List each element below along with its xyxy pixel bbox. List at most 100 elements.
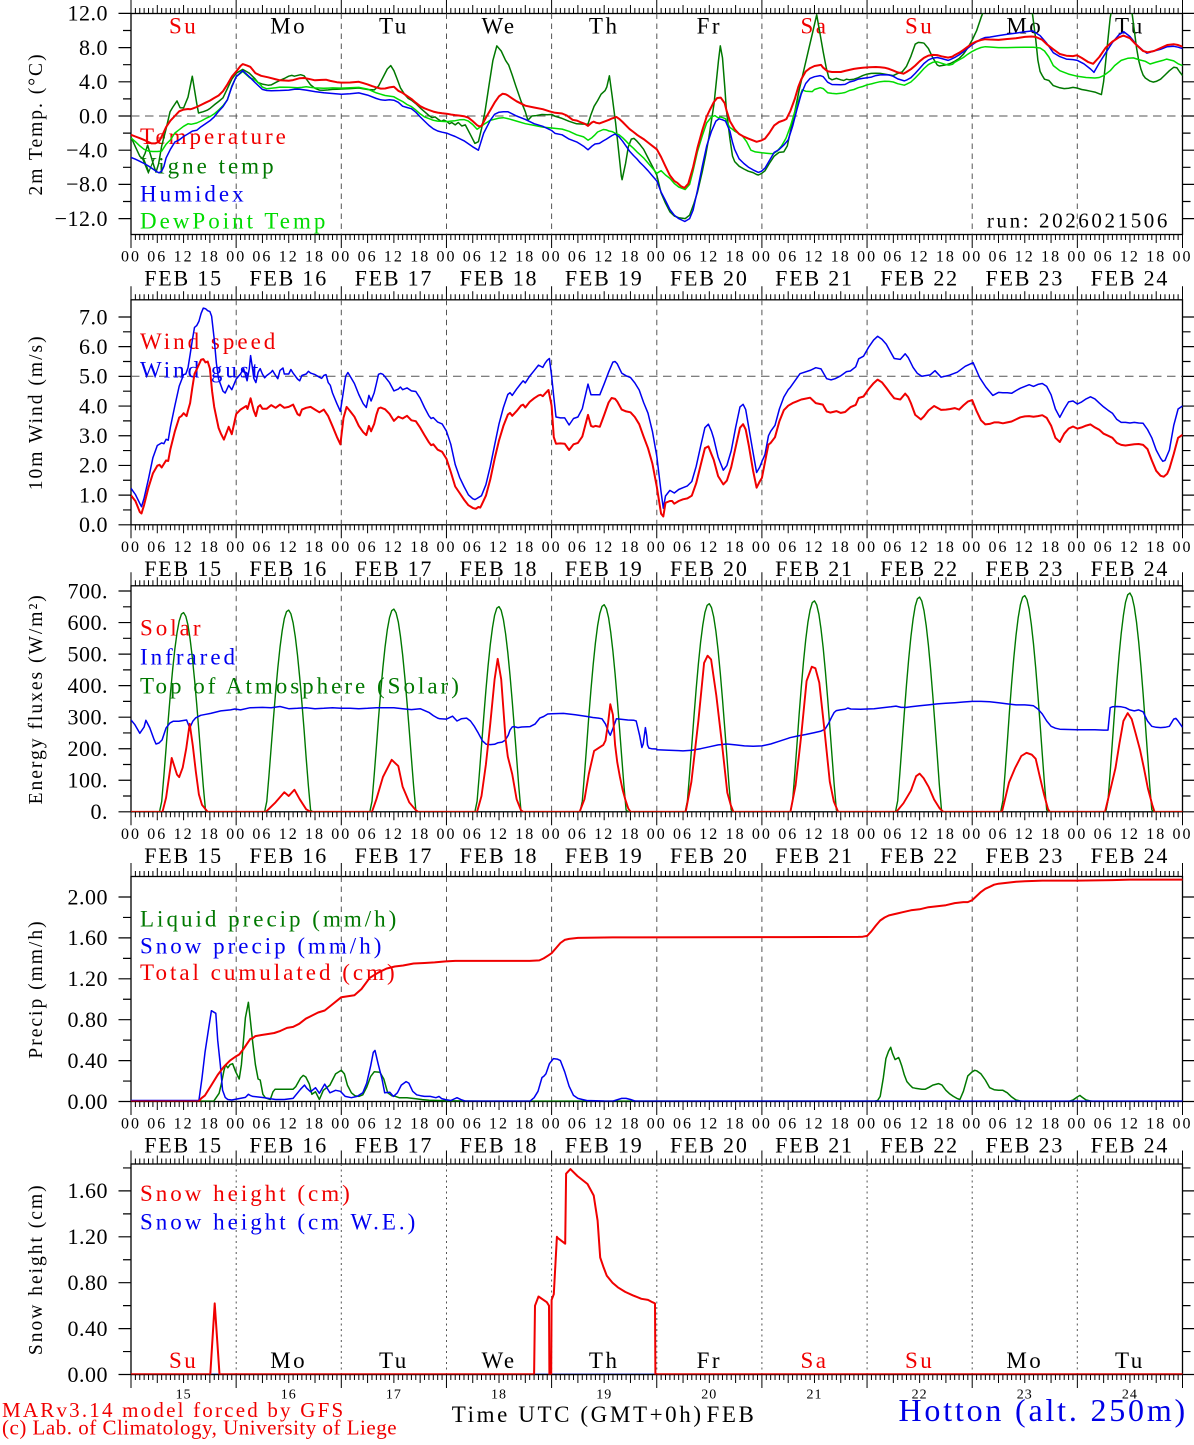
svg-text:06: 06 (568, 826, 588, 843)
svg-text:FEB 17: FEB 17 (355, 1133, 434, 1158)
svg-text:12: 12 (279, 539, 299, 556)
svg-text:00: 00 (226, 1116, 246, 1133)
svg-text:−12.0: −12.0 (55, 206, 108, 231)
svg-text:FEB 16: FEB 16 (249, 1133, 328, 1158)
svg-text:00: 00 (1067, 249, 1087, 266)
svg-text:700.: 700. (68, 578, 109, 603)
svg-text:06: 06 (673, 539, 693, 556)
svg-text:06: 06 (989, 249, 1009, 266)
svg-text:06: 06 (883, 826, 903, 843)
svg-text:00: 00 (752, 539, 772, 556)
svg-text:Fr: Fr (697, 13, 722, 38)
svg-text:00: 00 (542, 826, 562, 843)
svg-text:7.0: 7.0 (79, 304, 108, 329)
svg-text:00: 00 (437, 1116, 457, 1133)
svg-text:18: 18 (200, 826, 220, 843)
svg-text:Precip (mm/h): Precip (mm/h) (26, 919, 47, 1058)
svg-text:FEB 18: FEB 18 (460, 843, 539, 868)
svg-text:00: 00 (962, 1116, 982, 1133)
svg-text:06: 06 (568, 1116, 588, 1133)
svg-text:18: 18 (726, 249, 746, 266)
svg-text:06: 06 (989, 826, 1009, 843)
svg-text:Snow height (cm W.E.): Snow height (cm W.E.) (140, 1210, 418, 1235)
svg-text:12: 12 (910, 826, 930, 843)
svg-text:0.40: 0.40 (68, 1316, 109, 1341)
svg-text:0.: 0. (91, 799, 109, 824)
svg-text:12: 12 (489, 249, 509, 266)
svg-text:06: 06 (673, 249, 693, 266)
svg-text:12: 12 (910, 539, 930, 556)
svg-text:00: 00 (226, 826, 246, 843)
svg-text:12: 12 (805, 1116, 825, 1133)
svg-text:00: 00 (437, 539, 457, 556)
svg-text:12: 12 (910, 1116, 930, 1133)
svg-text:06: 06 (778, 1116, 798, 1133)
svg-text:12: 12 (1015, 1116, 1035, 1133)
svg-text:run: 2026021506: run: 2026021506 (987, 209, 1170, 233)
svg-text:00: 00 (752, 249, 772, 266)
svg-text:18: 18 (410, 539, 430, 556)
svg-text:FEB 18: FEB 18 (460, 266, 539, 291)
svg-text:Snow height (cm): Snow height (cm) (26, 1183, 47, 1355)
svg-text:22: 22 (912, 1388, 928, 1403)
svg-text:FEB 18: FEB 18 (460, 1133, 539, 1158)
svg-text:FEB 22: FEB 22 (880, 556, 959, 581)
svg-text:06: 06 (1094, 249, 1114, 266)
svg-text:18: 18 (1041, 1116, 1061, 1133)
svg-text:FEB 15: FEB 15 (144, 556, 223, 581)
svg-text:12: 12 (489, 826, 509, 843)
svg-text:06: 06 (989, 539, 1009, 556)
svg-text:12: 12 (1120, 539, 1140, 556)
svg-text:18: 18 (726, 1116, 746, 1133)
svg-text:12: 12 (594, 1116, 614, 1133)
svg-text:12: 12 (594, 826, 614, 843)
svg-text:00: 00 (542, 249, 562, 266)
svg-text:18: 18 (305, 1116, 325, 1133)
svg-text:18: 18 (621, 826, 641, 843)
svg-text:FEB 17: FEB 17 (355, 556, 434, 581)
svg-text:FEB 23: FEB 23 (985, 1133, 1064, 1158)
svg-text:00: 00 (226, 249, 246, 266)
svg-text:3.0: 3.0 (79, 423, 108, 448)
svg-text:FEB 19: FEB 19 (565, 843, 644, 868)
svg-text:18: 18 (410, 1116, 430, 1133)
svg-text:18: 18 (410, 826, 430, 843)
svg-text:Time UTC (GMT+0h): Time UTC (GMT+0h) (452, 1402, 704, 1427)
svg-text:FEB 22: FEB 22 (880, 266, 959, 291)
svg-text:00: 00 (1067, 539, 1087, 556)
svg-text:06: 06 (673, 826, 693, 843)
svg-text:MARv3.14 model forced by GFS: MARv3.14 model forced by GFS (2, 1398, 345, 1422)
svg-text:12: 12 (1120, 1116, 1140, 1133)
svg-text:FEB 17: FEB 17 (355, 843, 434, 868)
svg-text:FEB 21: FEB 21 (775, 556, 854, 581)
svg-text:FEB 16: FEB 16 (249, 843, 328, 868)
svg-text:12: 12 (699, 826, 719, 843)
svg-text:Su: Su (905, 1348, 934, 1373)
svg-text:12: 12 (594, 249, 614, 266)
svg-text:00: 00 (752, 826, 772, 843)
svg-text:Tu: Tu (379, 13, 409, 38)
svg-text:FEB 21: FEB 21 (775, 843, 854, 868)
svg-text:12: 12 (174, 539, 194, 556)
svg-text:1.20: 1.20 (68, 1224, 109, 1249)
svg-text:Humidex: Humidex (140, 182, 247, 207)
svg-text:06: 06 (778, 249, 798, 266)
svg-text:0.40: 0.40 (68, 1048, 109, 1073)
svg-text:06: 06 (778, 539, 798, 556)
svg-text:06: 06 (147, 826, 167, 843)
svg-text:12: 12 (279, 826, 299, 843)
svg-text:06: 06 (883, 1116, 903, 1133)
svg-text:400.: 400. (68, 673, 109, 698)
svg-text:100.: 100. (68, 768, 109, 793)
svg-text:18: 18 (936, 826, 956, 843)
svg-text:18: 18 (200, 539, 220, 556)
svg-text:06: 06 (673, 1116, 693, 1133)
svg-text:FEB 17: FEB 17 (355, 266, 434, 291)
svg-text:FEB 15: FEB 15 (144, 843, 223, 868)
svg-text:06: 06 (989, 1116, 1009, 1133)
svg-text:18: 18 (831, 826, 851, 843)
svg-text:06: 06 (1094, 539, 1114, 556)
svg-text:18: 18 (515, 1116, 535, 1133)
svg-text:12: 12 (174, 249, 194, 266)
svg-text:12: 12 (910, 249, 930, 266)
